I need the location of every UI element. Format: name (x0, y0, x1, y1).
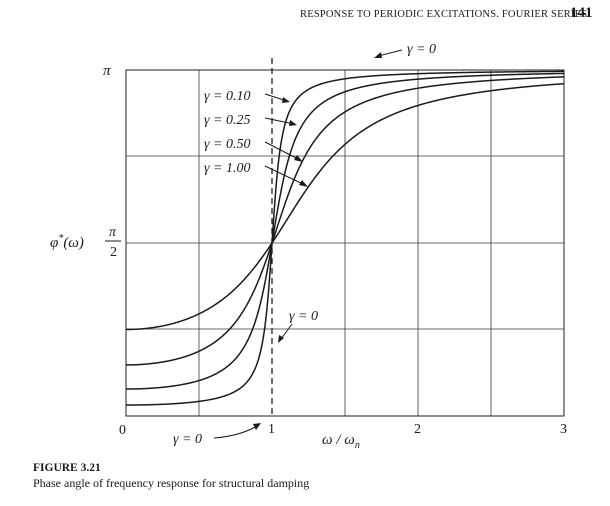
label-gamma-0.25: γ = 0.25 (204, 113, 250, 128)
label-gamma-0-mid: γ = 0 (289, 309, 318, 324)
curves (125, 70, 565, 406)
label-gamma-0-top: γ = 0 (407, 42, 436, 57)
label-gamma-0.10: γ = 0.10 (204, 89, 250, 104)
y-tick-pi2-num: π (109, 225, 117, 240)
y-axis-label: φ*(ω) (50, 233, 84, 251)
arrowhead-0.25 (289, 120, 297, 126)
page-number: 141 (570, 5, 593, 21)
leader-0.50 (264, 141, 301, 161)
curve-gamma-0.25 (126, 72, 565, 390)
label-gamma-0.50: γ = 0.50 (204, 137, 250, 152)
y-tick-pi: π (103, 63, 111, 79)
curve-gamma-0.50 (125, 76, 565, 366)
x-tick-3: 3 (560, 422, 567, 437)
y-tick-pi2-den: 2 (110, 245, 117, 260)
arrowhead-0.10 (282, 97, 290, 103)
leader-arrows (213, 49, 403, 439)
arrowhead-gamma0-bottom (253, 423, 261, 430)
arrowhead-0.50 (294, 155, 303, 162)
figure-label: FIGURE 3.21 (33, 462, 101, 474)
leader-1.00 (264, 165, 306, 186)
curve-gamma-0.10 (126, 70, 564, 406)
phase-angle-chart: π π 2 φ*(ω) 0 1 2 3 ω / ωn γ = 0.10 γ = … (50, 42, 567, 451)
figure-caption: Phase angle of frequency response for st… (33, 476, 310, 490)
leader-gamma0-bottom (213, 425, 258, 439)
arrowhead-gamma0-top (374, 52, 382, 58)
arrowhead-gamma0-mid (278, 335, 284, 343)
x-tick-0: 0 (119, 423, 126, 438)
leader-gamma0-mid (280, 323, 293, 340)
arrowhead-1.00 (299, 180, 308, 187)
leader-0.25 (264, 117, 295, 125)
curve-gamma-1.00 (126, 82, 565, 331)
series-labels: γ = 0.10 γ = 0.25 γ = 0.50 γ = 1.00 γ = … (173, 42, 436, 447)
chart-grid (126, 70, 564, 416)
running-head: RESPONSE TO PERIODIC EXCITATIONS. FOURIE… (300, 9, 588, 20)
x-axis-label: ω / ωn (322, 432, 360, 451)
plot-frame (125, 69, 565, 417)
label-gamma-0-bottom: γ = 0 (173, 432, 202, 447)
arrow-heads (253, 52, 382, 430)
x-tick-1: 1 (268, 422, 275, 437)
leader-gamma0-top (377, 49, 403, 57)
label-gamma-1.00: γ = 1.00 (204, 161, 250, 176)
x-tick-2: 2 (414, 422, 421, 437)
